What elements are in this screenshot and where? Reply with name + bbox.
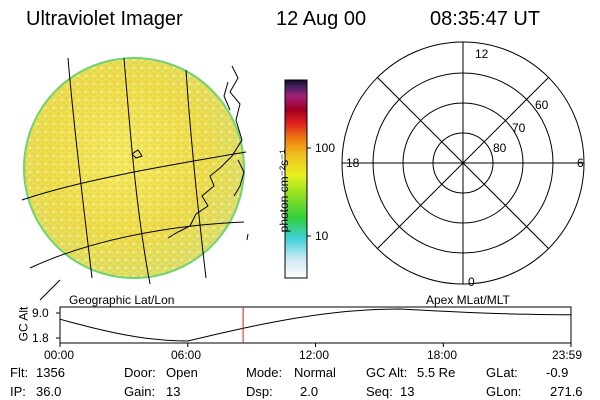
mlat-label-60: 60 — [535, 98, 549, 112]
mode-label: Mode: — [246, 365, 283, 380]
gc-alt-value: 5.5 Re — [417, 365, 456, 380]
glat-label: GLat: — [486, 365, 518, 380]
flt-label: Flt: — [10, 365, 29, 380]
apex-panel-caption: Apex MLat/MLT — [426, 293, 510, 307]
altitude-ylabel: GC Alt — [16, 306, 31, 342]
glon-value: 271.6 — [550, 384, 583, 399]
geographic-grid — [21, 57, 247, 285]
glon-label: GLon: — [486, 384, 522, 399]
time-tick-0600: 06:00 — [171, 348, 202, 362]
mode-value: Normal — [294, 365, 336, 380]
geographic-panel-caption: Geographic Lat/Lon — [69, 293, 175, 307]
colorbar — [284, 79, 311, 279]
time-tick-1800: 18:00 — [427, 348, 458, 362]
ip-label: IP: — [10, 384, 26, 399]
door-value: Open — [166, 365, 198, 380]
dsp-value: 2.0 — [300, 384, 319, 399]
mlt-label-0: 0 — [468, 275, 475, 289]
time-tick-0000: 00:00 — [44, 348, 75, 362]
time-tick-2359: 23:59 — [552, 348, 583, 362]
mlt-label-18: 18 — [346, 156, 360, 170]
altitude-ytick-9: 9.0 — [32, 306, 49, 320]
image-time: 08:35:47 UT — [430, 8, 541, 30]
flt-value: 1356 — [36, 365, 65, 380]
gain-value: 13 — [166, 384, 181, 399]
app-title: Ultraviolet Imager — [26, 8, 183, 30]
time-tick-1200: 12:00 — [299, 348, 330, 362]
gc-alt-label: GC Alt: — [366, 365, 408, 380]
mlat-label-70: 70 — [512, 121, 526, 135]
dsp-label: Dsp: — [246, 384, 273, 399]
coastline — [39, 65, 249, 301]
seq-label: Seq: — [366, 384, 393, 399]
glat-value: -0.9 — [546, 365, 569, 380]
mlt-label-12: 12 — [475, 47, 489, 61]
mlat-label-80: 80 — [493, 141, 507, 155]
colorbar-tick-10: 10 — [315, 229, 329, 243]
altitude-ytick-1-8: 1.8 — [32, 331, 49, 345]
ip-value: 36.0 — [36, 384, 62, 399]
image-date: 12 Aug 00 — [276, 8, 367, 30]
polar-plot — [341, 41, 585, 285]
door-label: Door: — [124, 365, 156, 380]
colorbar-unit-label: photon cm⁻²s⁻¹ — [277, 149, 291, 233]
mlt-label-6: 6 — [577, 156, 584, 170]
altitude-plot — [56, 306, 572, 347]
gain-label: Gain: — [124, 384, 156, 399]
colorbar-tick-100: 100 — [315, 141, 336, 155]
seq-value: 13 — [400, 384, 415, 399]
